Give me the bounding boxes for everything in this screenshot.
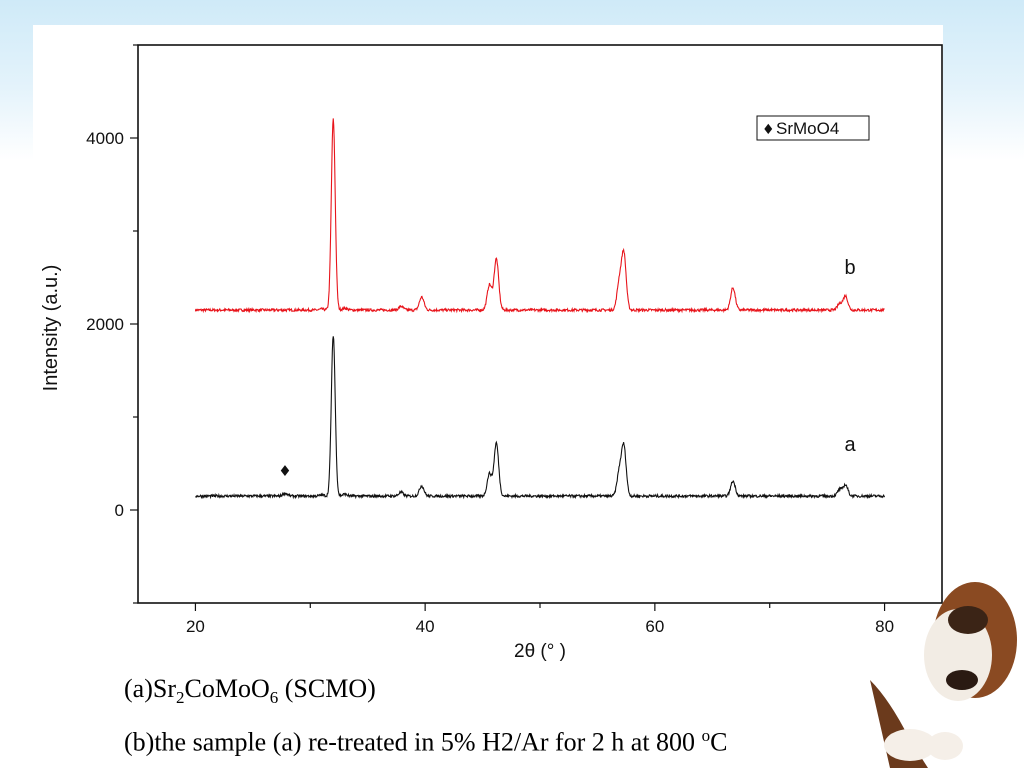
figure-panel: 20 40 60 80 0 2000 4000 2θ (° ) Intensity (a.u.… (33, 25, 943, 665)
legend-box (756, 115, 870, 141)
series-line-b (194, 118, 885, 314)
x-tick-label: 20 (186, 617, 205, 636)
y-tick-label: 0 (115, 501, 124, 520)
y-tick-label: 4000 (86, 129, 124, 148)
series-line-a (195, 336, 886, 500)
beagle-dog-illustration (870, 582, 1017, 768)
srmoo4-peak-marker: ♦ (278, 462, 291, 480)
x-axis-label: 2θ (° ) (514, 641, 566, 662)
series-label-b: b (845, 257, 856, 279)
x-tick-label: 60 (645, 617, 664, 636)
y-axis-label: Intensity (a.u.) (40, 265, 62, 392)
y-tick-label: 2000 (86, 315, 124, 334)
caption-line-a: (a)Sr2CoMoO6 (SCMO) (124, 674, 376, 708)
caption-line-b: (b)the sample (a) re-treated in 5% H2/Ar… (124, 726, 728, 757)
figure-caption: (a)Sr2CoMoO6 (SCMO) (b)the sample (a) re… (124, 670, 984, 762)
chart-legend: ♦ SrMoO4 (756, 115, 870, 141)
x-tick-label: 40 (416, 617, 435, 636)
series-label-a: a (845, 434, 857, 456)
legend-marker: ♦ (762, 122, 775, 138)
x-tick-label: 80 (875, 617, 894, 636)
legend-label: SrMoO4 (776, 119, 839, 138)
xrd-chart: 20 40 60 80 0 2000 4000 2θ (° ) Intensity (a.u.… (40, 44, 943, 662)
